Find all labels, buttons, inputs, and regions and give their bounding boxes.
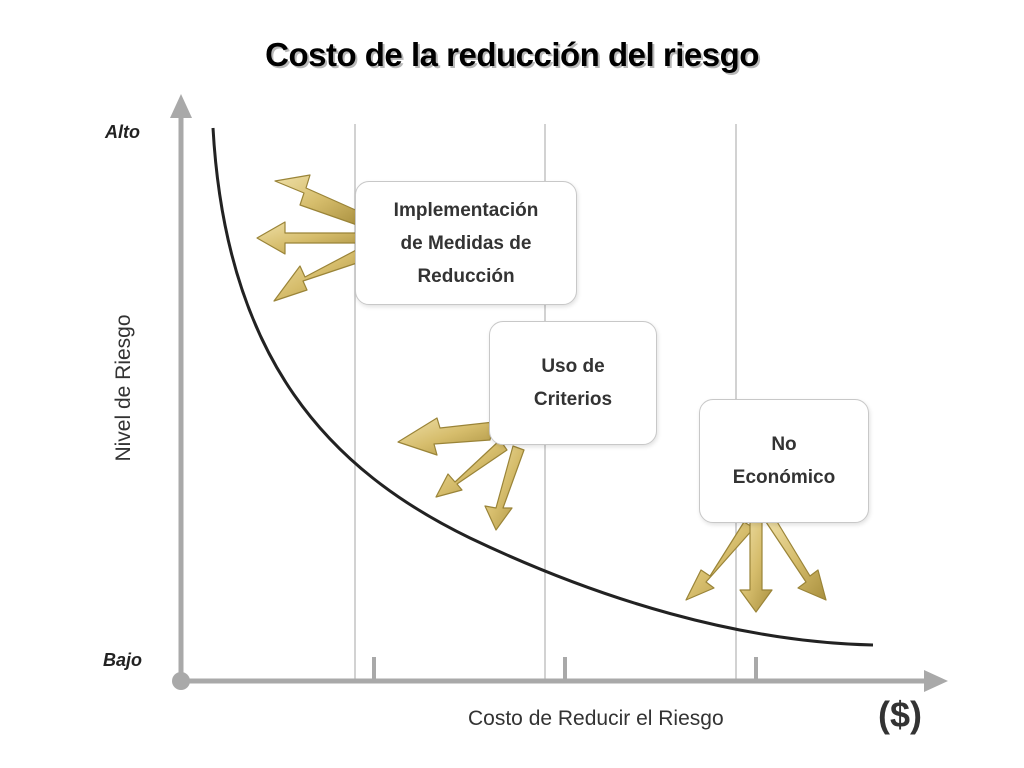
arrow-cluster-2 [397,417,525,531]
diagram-title: Costo de la reducción del riesgo [265,36,759,73]
y-axis-low-label: Bajo [103,650,143,670]
stage-box-criteria: Uso de Criterios [489,321,657,445]
y-axis-title: Nivel de Riesgo [112,314,135,462]
x-axis-arrowhead [924,670,948,692]
stage-box-implementation: Implementación de Medidas de Reducción [355,181,577,305]
x-axis-unit: ($) [878,694,922,735]
risk-curve [211,127,874,647]
stage-box-not-economic: No Económico [699,399,869,523]
x-axis-title: Costo de Reducir el Riesgo [468,707,724,730]
arrow-cluster-1 [256,174,361,302]
y-axis-high-label: Alto [105,122,140,142]
axis-origin-dot [172,672,190,690]
arrow-cluster-3 [685,519,827,613]
y-axis-arrowhead [170,94,192,118]
